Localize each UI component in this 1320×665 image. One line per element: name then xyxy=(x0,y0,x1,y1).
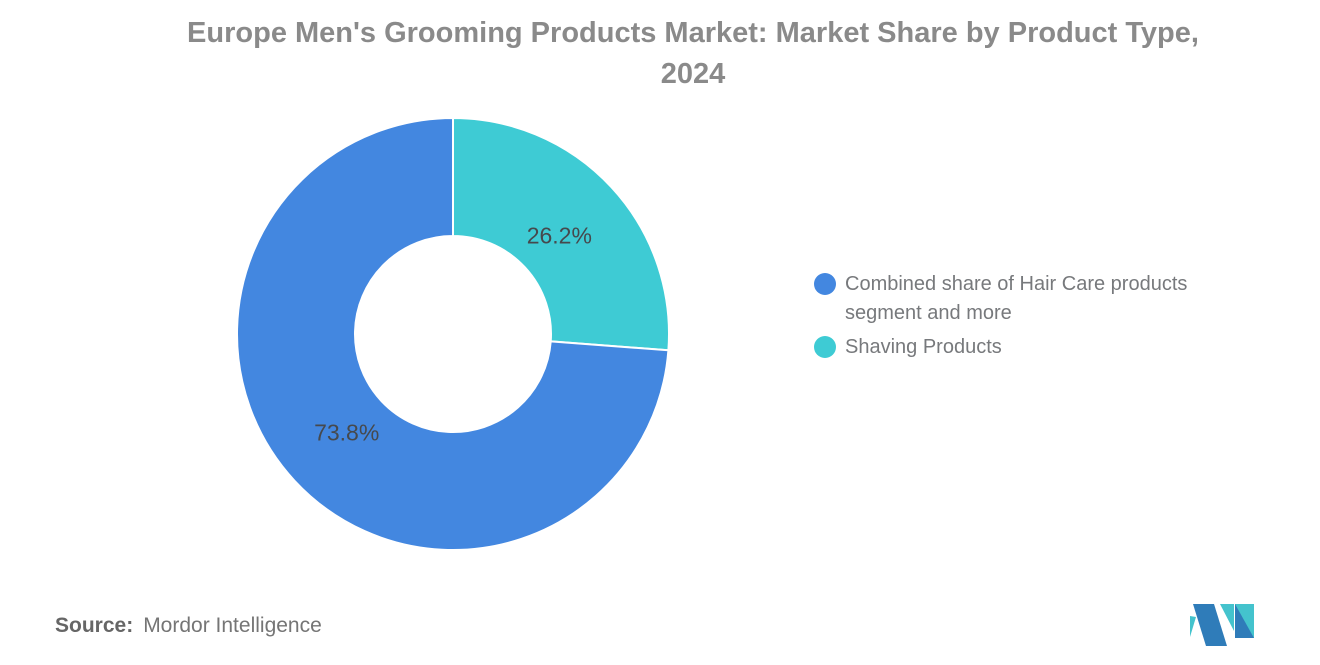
legend-label: Combined share of Hair Care products seg… xyxy=(845,273,1188,324)
legend-marker-icon xyxy=(814,336,836,358)
pie-slice-combined-share-of-hair-care-prod xyxy=(236,116,670,551)
donut-chart: 26.2% 73.8% xyxy=(236,116,670,551)
source-label: Source: xyxy=(55,614,134,637)
legend-label: Shaving Products xyxy=(845,336,1002,358)
logo-left-blue-band xyxy=(1193,604,1227,646)
chart-title-line1: Europe Men's Grooming Products Market: M… xyxy=(187,17,1199,49)
chart-title-line2: 2024 xyxy=(660,58,726,90)
legend-item-combined-share-of-hair-care-prod[interactable]: Combined share of Hair Care products seg… xyxy=(814,270,1240,328)
logo-right-blue-triangle xyxy=(1235,604,1254,638)
legend-item-shaving-products[interactable]: Shaving Products xyxy=(814,333,1240,362)
logo-middle-teal-triangle xyxy=(1220,604,1234,631)
source-line: Source: Mordor Intelligence xyxy=(55,614,322,638)
legend-marker-icon xyxy=(814,273,836,295)
mordor-intelligence-logo-icon xyxy=(1190,604,1254,646)
pie-slice-shaving-products xyxy=(452,116,670,352)
chart-legend: Combined share of Hair Care products seg… xyxy=(814,270,1240,362)
chart-title: Europe Men's Grooming Products Market: M… xyxy=(66,13,1320,95)
slice-value-label-combined-share-of-hair-care-prod: 73.8% xyxy=(314,420,379,446)
slice-value-label-shaving-products: 26.2% xyxy=(527,222,592,248)
logo-left-teal-triangle xyxy=(1190,616,1196,637)
donut-chart-svg: 26.2% 73.8% xyxy=(236,116,670,551)
source-value: Mordor Intelligence xyxy=(143,614,322,637)
